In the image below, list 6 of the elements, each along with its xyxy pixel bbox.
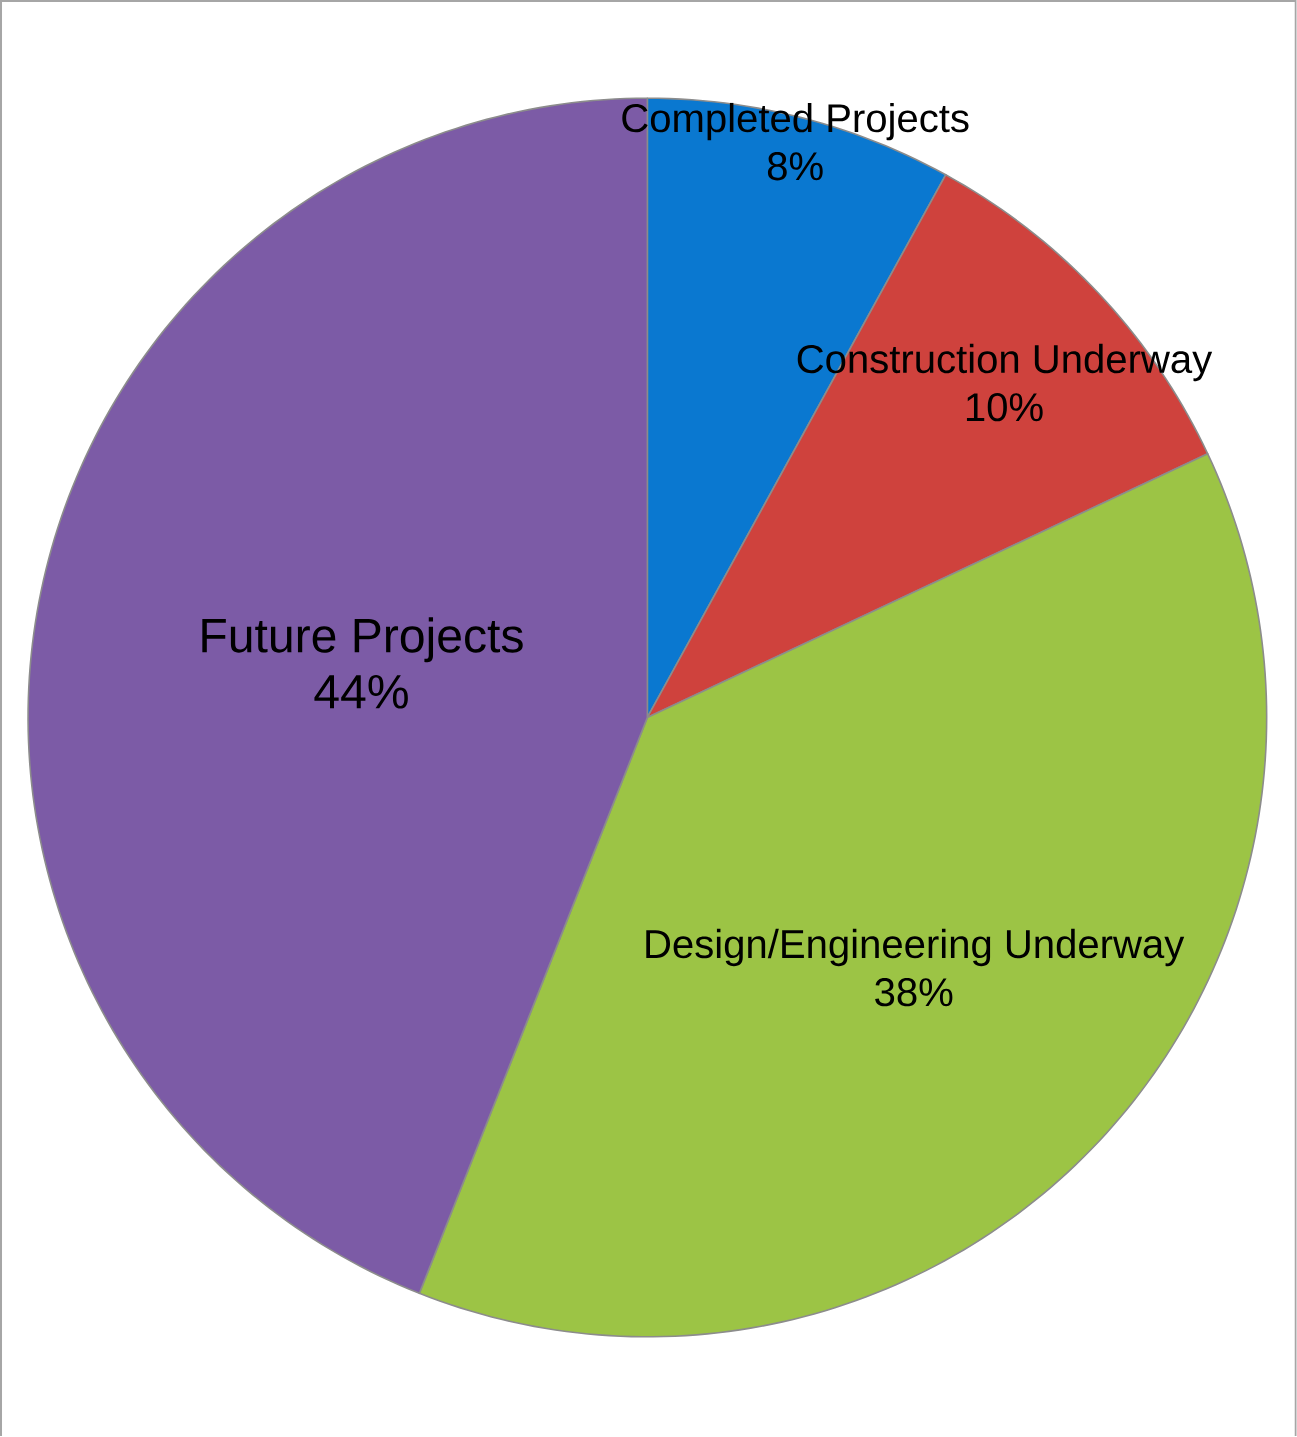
slice-label: Design/Engineering Underway <box>646 928 1185 967</box>
data-label: 44% <box>314 674 408 709</box>
slice-label: Future Projects <box>202 617 523 663</box>
data-label: 38% <box>875 978 953 1007</box>
data-label: 8% <box>768 152 823 181</box>
data-label: 10% <box>967 392 1043 422</box>
